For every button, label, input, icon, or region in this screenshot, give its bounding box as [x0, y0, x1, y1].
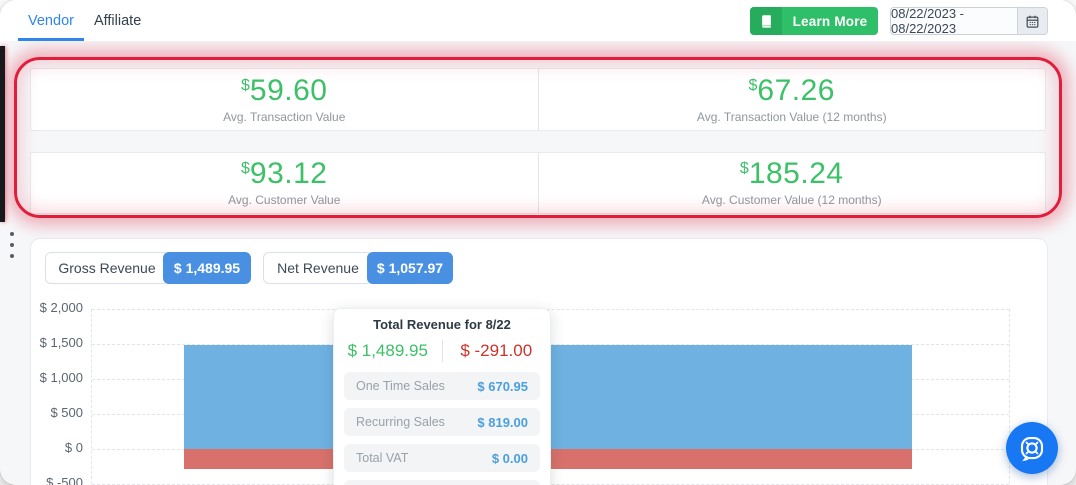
- y-axis-tick-label: $ -500: [46, 475, 83, 485]
- metric-number: 93.12: [249, 157, 328, 190]
- tooltip-values: $ 1,489.95 $ -291.00: [334, 337, 550, 365]
- metric-avg-transaction-value: $59.60 Avg. Transaction Value: [31, 69, 539, 130]
- metric-number: 59.60: [249, 73, 328, 107]
- net-revenue-value-badge: $ 1,057.97: [367, 252, 453, 284]
- metric-label: Avg. Customer Value: [228, 193, 341, 207]
- window-edge-artifact: [0, 46, 5, 222]
- tooltip-positive-total: $ 1,489.95: [347, 341, 428, 360]
- lifebuoy-chat-icon: [1017, 433, 1047, 463]
- tooltip-divider: [441, 340, 443, 362]
- help-support-button[interactable]: [1006, 422, 1058, 474]
- y-axis-tick-label: $ 0: [64, 440, 83, 455]
- tooltip-row-label: One Time Sales: [356, 379, 445, 393]
- active-tab-underline: [18, 38, 84, 41]
- metric-label: Avg. Customer Value (12 months): [701, 193, 882, 207]
- tab-bar: Vendor Affiliate: [18, 0, 151, 41]
- y-axis-tick-label: $ 1,500: [39, 335, 83, 350]
- gross-revenue-value-badge: $ 1,489.95: [163, 252, 251, 284]
- tooltip-negative-total: $ -291.00: [460, 341, 533, 360]
- book-icon: [750, 7, 782, 35]
- revenue-chart-card: Gross Revenue $ 1,489.95 Net Revenue $ 1…: [30, 238, 1048, 485]
- tooltip-row: Recurring Sales $ 819.00: [344, 408, 540, 436]
- y-axis-labels: $ 2,000 $ 1,500 $ 1,000 $ 500 $ 0 $ -500: [31, 239, 85, 485]
- metrics-row-2: $93.12 Avg. Customer Value $185.24 Avg. …: [30, 152, 1046, 214]
- revenue-toggles: Gross Revenue $ 1,489.95 Net Revenue $ 1…: [45, 252, 453, 284]
- currency-symbol: $: [241, 160, 250, 177]
- y-axis-tick-label: $ 1,000: [39, 370, 83, 385]
- tooltip-row-label: Total VAT: [356, 451, 409, 465]
- y-axis-tick-label: $ 2,000: [39, 300, 83, 315]
- currency-symbol: $: [241, 76, 250, 94]
- metric-avg-customer-value-12m: $185.24 Avg. Customer Value (12 months): [539, 153, 1046, 213]
- y-axis-tick-label: $ 500: [50, 405, 83, 420]
- metric-value: $59.60: [241, 73, 328, 107]
- calendar-icon[interactable]: [1017, 8, 1047, 34]
- net-revenue-toggle[interactable]: Net Revenue $ 1,057.97: [263, 252, 453, 284]
- gridline: [92, 309, 1009, 310]
- drag-handle-icon[interactable]: [6, 232, 18, 258]
- tooltip-row-value: $ 0.00: [491, 450, 528, 466]
- tooltip-row: Affiliate Commission$ 140.98: [344, 480, 540, 485]
- gross-revenue-label: Gross Revenue: [45, 252, 169, 284]
- currency-symbol: $: [739, 160, 749, 177]
- tooltip-row-value: $ 819.00: [477, 414, 528, 430]
- gross-revenue-toggle[interactable]: Gross Revenue $ 1,489.95: [45, 252, 251, 284]
- tooltip-row: Total VAT $ 0.00: [344, 444, 540, 472]
- metric-label: Avg. Transaction Value (12 months): [696, 109, 887, 124]
- learn-more-button[interactable]: Learn More: [750, 7, 878, 35]
- tooltip-row-value: $ 670.95: [477, 378, 528, 394]
- metric-value: $67.26: [748, 73, 835, 107]
- metric-avg-customer-value: $93.12 Avg. Customer Value: [31, 153, 539, 213]
- tooltip-rows: One Time Sales $ 670.95 Recurring Sales $ 8…: [334, 365, 550, 485]
- metric-number: 185.24: [748, 157, 844, 190]
- net-revenue-label: Net Revenue: [263, 252, 373, 284]
- tooltip-row: One Time Sales $ 670.95: [344, 372, 540, 400]
- date-range-picker[interactable]: 08/22/2023 - 08/22/2023: [890, 6, 1048, 36]
- tab-affiliate-label: Affiliate: [93, 12, 142, 29]
- date-range-value: 08/22/2023 - 08/22/2023: [891, 6, 965, 36]
- header: Vendor Affiliate Learn More 08/22/2023 -…: [0, 0, 1076, 41]
- tooltip-row-label: Recurring Sales: [356, 415, 445, 429]
- metric-value: $93.12: [241, 159, 327, 189]
- tab-vendor[interactable]: Vendor: [18, 0, 84, 41]
- currency-symbol: $: [748, 76, 758, 94]
- chart-tooltip: Total Revenue for 8/22 $ 1,489.95 $ -291…: [333, 308, 551, 485]
- metric-value: $185.24: [740, 159, 844, 189]
- tab-affiliate[interactable]: Affiliate: [84, 0, 151, 41]
- tab-vendor-label: Vendor: [28, 12, 74, 29]
- tooltip-title: Total Revenue for 8/22: [373, 317, 511, 332]
- metrics-row-1: $59.60 Avg. Transaction Value $67.26 Avg…: [30, 68, 1046, 131]
- metric-label: Avg. Transaction Value: [223, 109, 346, 124]
- metric-number: 67.26: [757, 73, 835, 107]
- learn-more-label: Learn More: [792, 13, 868, 29]
- metric-avg-transaction-value-12m: $67.26 Avg. Transaction Value (12 months…: [539, 69, 1046, 130]
